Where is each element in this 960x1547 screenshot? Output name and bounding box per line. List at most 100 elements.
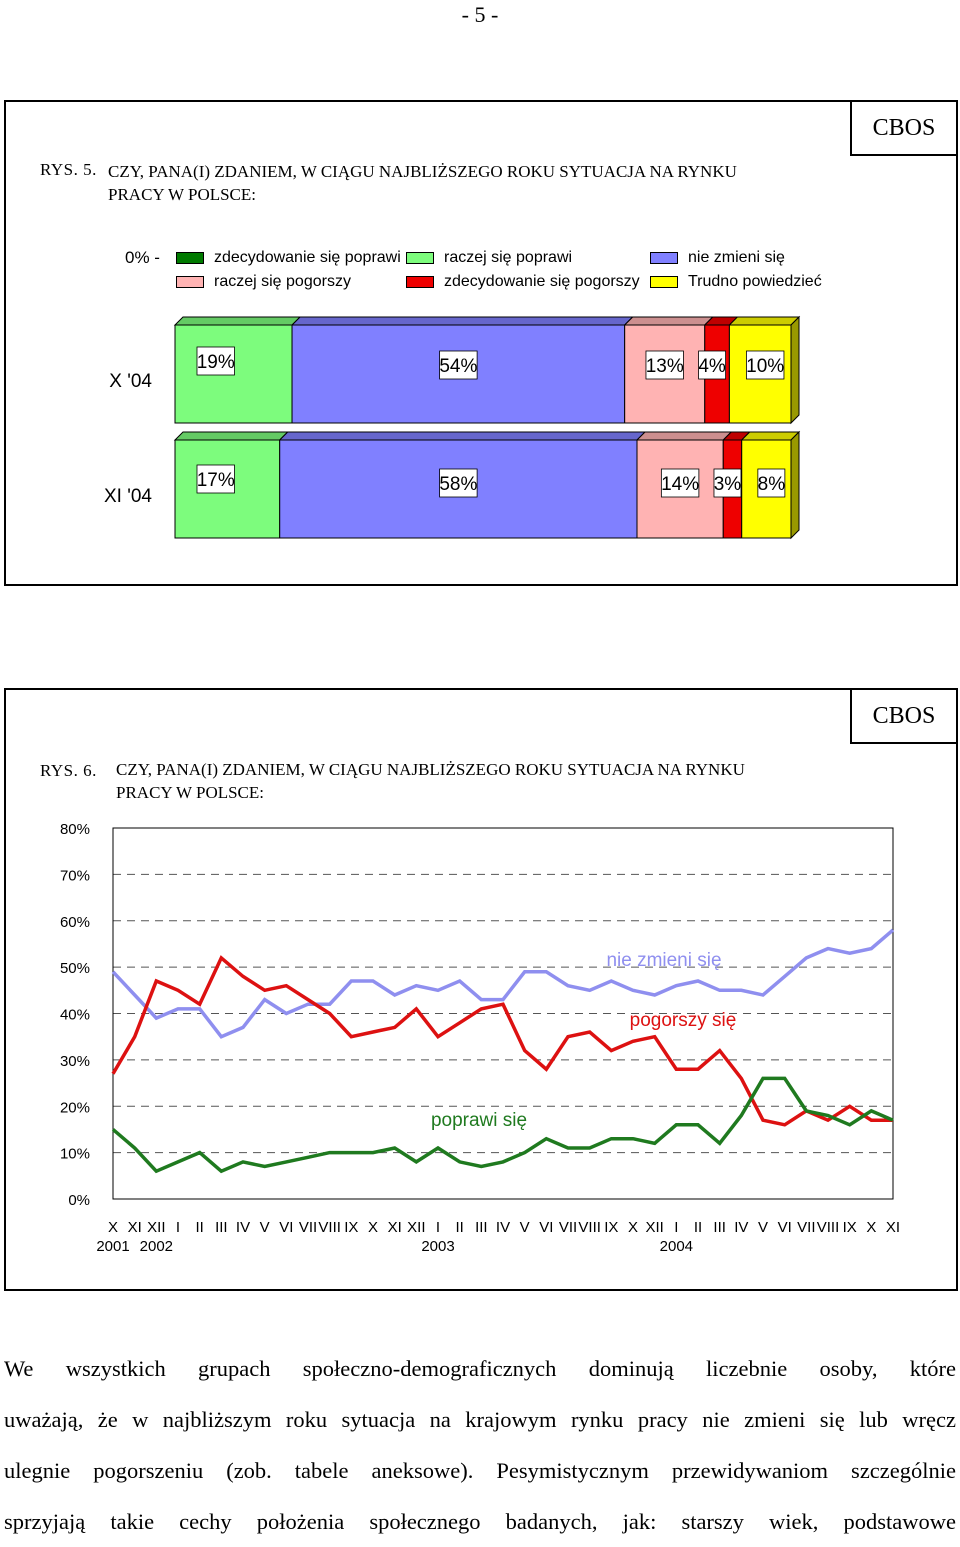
x-tick-label: V (260, 1219, 270, 1236)
x-tick-label: X (108, 1219, 118, 1236)
legend-label: raczej się pogorszy (214, 273, 351, 290)
x-tick-label: V (520, 1219, 530, 1236)
bar-value-label: 3% (714, 474, 742, 495)
x-tick-label: IV (496, 1219, 510, 1236)
x-tick-label: VI (778, 1219, 792, 1236)
x-tick-label: VII (559, 1219, 577, 1236)
x-tick-label: IV (734, 1219, 748, 1236)
legend-label: zdecydowanie się poprawi (214, 249, 401, 266)
bar-value-label: 13% (646, 356, 684, 377)
x-tick-label: II (455, 1219, 463, 1236)
y-tick-label: 20% (60, 1099, 90, 1116)
series-label: nie zmieni się (606, 950, 721, 971)
x-tick-label: I (436, 1219, 440, 1236)
page-number: - 5 - (461, 2, 499, 27)
series-line (111, 1076, 894, 1174)
bar-side-face (790, 315, 800, 425)
x-tick-label: VIII (318, 1219, 341, 1236)
x-tick-label: XI (388, 1219, 402, 1236)
y-tick-label: 40% (60, 1007, 90, 1024)
series-label: pogorszy się (630, 1010, 737, 1031)
x-tick-label: VII (797, 1219, 815, 1236)
legend-swatch (176, 276, 204, 288)
cbos-logo: CBOS (850, 100, 958, 156)
year-label: 2001 (96, 1238, 129, 1255)
x-tick-label: III (713, 1219, 726, 1236)
legend-label: Trudno powiedzieć (688, 273, 822, 290)
x-tick-label: XII (147, 1219, 165, 1236)
bar-value-label: 19% (197, 352, 235, 373)
legend-swatch (406, 276, 434, 288)
plot-area (112, 827, 894, 1200)
bar-value-box (713, 468, 742, 498)
x-tick-label: VII (299, 1219, 317, 1236)
x-tick-label: VIII (578, 1219, 601, 1236)
x-tick-label: II (195, 1219, 203, 1236)
x-tick-label: IV (236, 1219, 250, 1236)
x-tick-label: I (674, 1219, 678, 1236)
x-tick-label: IX (604, 1219, 618, 1236)
bar-row-label: XI '04 (104, 486, 152, 507)
x-tick-label: XI (128, 1219, 142, 1236)
bar-side-face (790, 430, 800, 540)
bar-value-box (439, 468, 478, 498)
bar-value-box (757, 468, 786, 498)
y-tick-label: 80% (60, 821, 90, 838)
year-label: 2004 (660, 1238, 693, 1255)
x-tick-label: V (758, 1219, 768, 1236)
bar-value-label: 4% (698, 356, 726, 377)
bar-value-box (439, 350, 478, 380)
bar-value-label: 8% (758, 474, 786, 495)
figure-6-title: CZY, PANA(I) ZDANIEM, W CIĄGU NAJBLIŻSZE… (116, 760, 745, 802)
bar-value-label: 17% (197, 470, 235, 491)
paragraph-line: uważają, że w najbliższym roku sytuacja … (4, 1407, 956, 1432)
cbos-logo: CBOS (850, 688, 958, 744)
bar-value-label: 14% (661, 474, 699, 495)
legend-item: nie zmieni się (650, 249, 785, 267)
legend-item: zdecydowanie się poprawi (176, 249, 401, 267)
bar-value-box (660, 468, 700, 498)
bar-value-box (196, 346, 235, 376)
legend-item: raczej się poprawi (406, 249, 572, 267)
x-tick-label: I (176, 1219, 180, 1236)
bar-value-box (645, 350, 684, 380)
legend-swatch (176, 252, 204, 264)
series-line (111, 928, 895, 1039)
legend-label: zdecydowanie się pogorszy (444, 273, 640, 290)
y-tick-label: 70% (60, 867, 90, 884)
zero-label: 0% - (125, 248, 160, 267)
bar-value-label: 54% (439, 356, 477, 377)
bar-value-box (698, 350, 726, 380)
x-tick-label: X (866, 1219, 876, 1236)
bar-value-box (196, 464, 235, 494)
figure-5-stacked-bar-chart: X '04 19% 54% 13% 4% 10% XI '04 17% 58% 14% 3% 8% (104, 315, 801, 540)
series-line (111, 955, 893, 1127)
x-tick-label: VIII (817, 1219, 840, 1236)
y-tick-label: 30% (60, 1053, 90, 1070)
x-tick-label: X (628, 1219, 638, 1236)
x-tick-label: II (694, 1219, 702, 1236)
paragraph-line: sprzyjają takie cechy położenia społeczn… (4, 1509, 956, 1534)
bar-value-label: 10% (746, 356, 784, 377)
figure-6-line-chart: 0%10%20%30%40%50%60%70%80%X XI XII I II III IV… (60, 821, 900, 1255)
legend-swatch (650, 252, 678, 264)
year-label: 2002 (140, 1238, 173, 1255)
x-tick-label: IX (344, 1219, 358, 1236)
y-tick-label: 50% (60, 960, 90, 977)
x-tick-label: XI (886, 1219, 900, 1236)
y-tick-label: 10% (60, 1146, 90, 1163)
year-label: 2003 (421, 1238, 454, 1255)
x-tick-label: X (368, 1219, 378, 1236)
figure-6-label: RYS. 6. (40, 761, 97, 780)
x-tick-label: III (475, 1219, 488, 1236)
legend-item: raczej się pogorszy (176, 273, 351, 291)
paragraph-line: We wszystkich grupach społeczno-demograf… (4, 1356, 956, 1381)
x-tick-label: VI (279, 1219, 293, 1236)
legend-label: raczej się poprawi (444, 249, 573, 266)
legend-swatch (406, 252, 434, 264)
bar-value-box (746, 350, 785, 380)
x-tick-label: XII (407, 1219, 425, 1236)
figure-5-label: RYS. 5. (40, 160, 97, 179)
legend-label: nie zmieni się (688, 249, 785, 266)
x-tick-label: XII (645, 1219, 663, 1236)
